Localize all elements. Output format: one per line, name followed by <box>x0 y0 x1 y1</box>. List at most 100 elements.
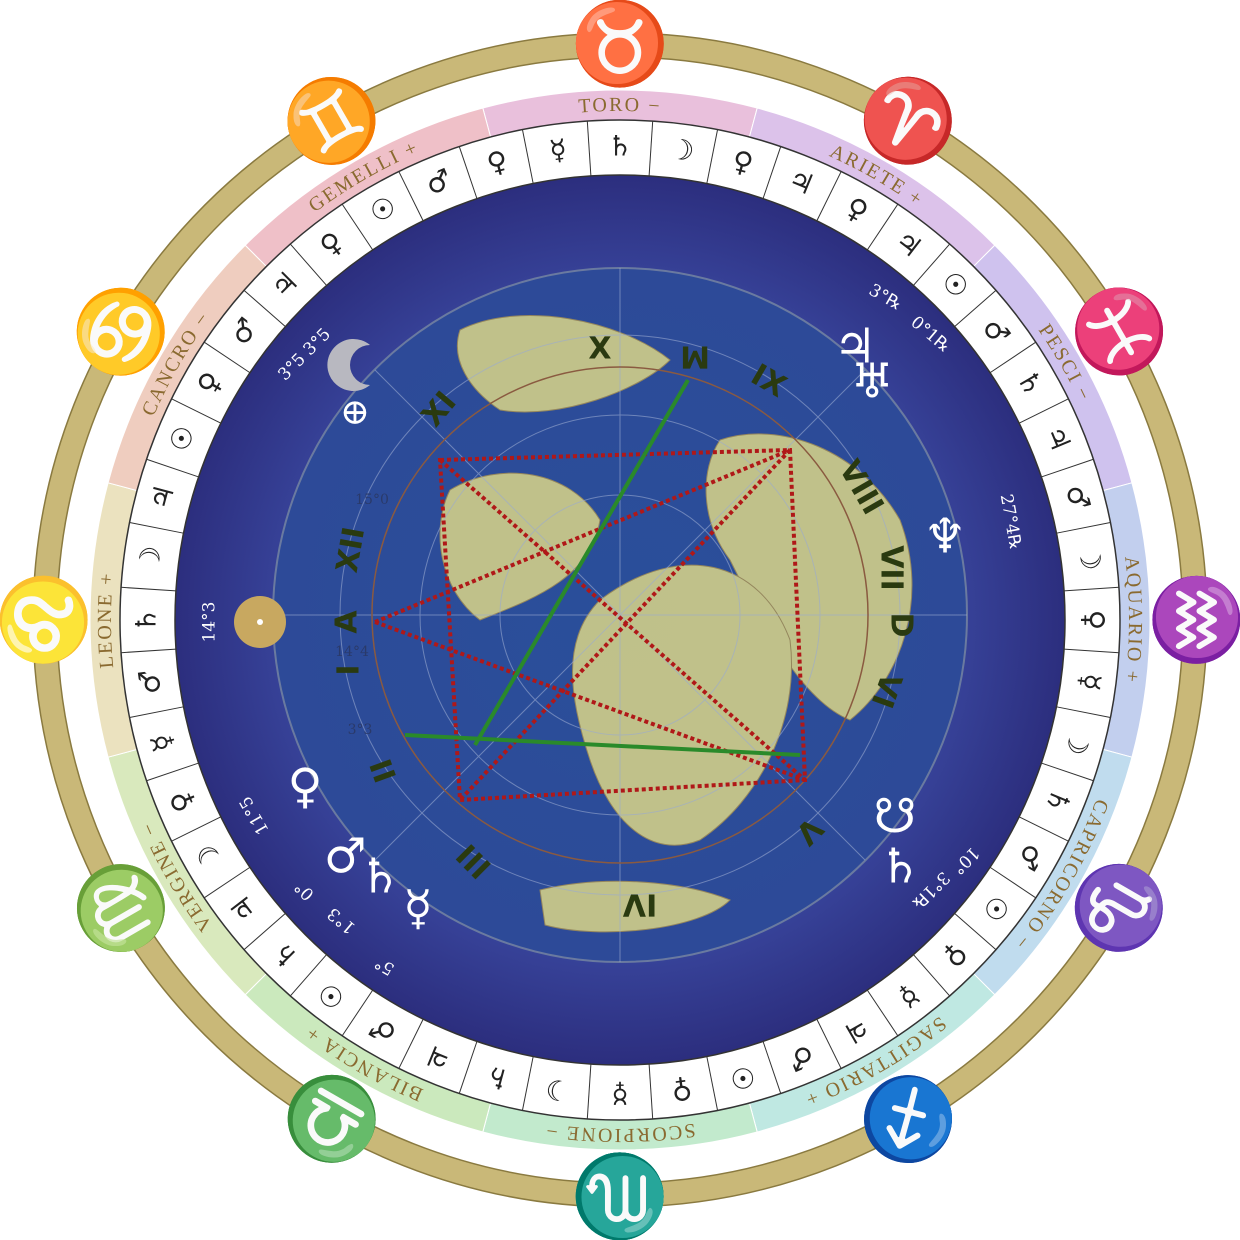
decan-divider <box>1041 458 1094 478</box>
decan-divider <box>954 289 997 327</box>
decan-divider <box>586 1064 592 1119</box>
sign-name-path: TORO − <box>578 94 661 118</box>
planet-glyph: ♆ <box>923 509 966 565</box>
planet-glyph: ☿ <box>403 881 432 937</box>
moon-crescent <box>327 339 370 391</box>
decan-divider <box>243 289 286 327</box>
decan-divider <box>203 866 251 899</box>
house-label: I <box>332 664 367 675</box>
aspect-line <box>374 620 806 782</box>
decan-divider <box>398 1018 424 1069</box>
degree-label: 15°0 <box>355 492 389 508</box>
decan-divider <box>243 913 286 951</box>
decan-divider <box>762 1041 782 1094</box>
decan-glyph: ☿ <box>547 133 568 168</box>
zodiac-glyph: ♌ <box>0 570 90 670</box>
planet-glyph: ♄ <box>358 849 401 905</box>
decan-divider <box>458 1041 478 1094</box>
degree-label: 14°4 <box>335 644 369 660</box>
continent <box>439 472 601 621</box>
house-label: A <box>330 610 365 634</box>
decan-glyph: ♂ <box>132 667 168 696</box>
degree-label: 3°3 <box>348 722 373 738</box>
decan-divider <box>954 913 997 951</box>
sign-name: LEONE + <box>94 571 118 669</box>
decan-glyph: ☿ <box>1072 671 1107 692</box>
zodiac-glyph: ♏ <box>570 1150 670 1240</box>
planet-glyph: ⊕ <box>340 392 370 433</box>
house-label: X <box>588 332 611 367</box>
planet-glyph: ♃ <box>833 319 876 375</box>
zodiac-glyph: ♉ <box>570 0 670 90</box>
sun-dot <box>257 619 263 625</box>
aspect-line <box>438 458 807 782</box>
aspect-line <box>374 448 791 624</box>
gold-ring-edge <box>32 32 1208 1208</box>
green-lines <box>404 378 801 757</box>
continent <box>539 880 731 933</box>
planet-glyph: ♀ <box>287 759 322 815</box>
decan-glyph: ☽ <box>544 1072 573 1108</box>
decan-divider <box>762 146 782 199</box>
decan-divider <box>341 203 374 251</box>
continents <box>439 315 913 933</box>
decan-divider <box>586 121 592 176</box>
green-line <box>473 378 690 747</box>
decan-divider <box>289 243 327 286</box>
decan-divider <box>398 171 424 222</box>
decan-divider <box>203 341 251 374</box>
decan-divider <box>816 1018 842 1069</box>
decan-divider <box>289 954 327 997</box>
sign-name-path: AQUARIO + <box>1120 555 1144 685</box>
decan-divider <box>816 171 842 222</box>
decan-divider <box>1018 398 1069 424</box>
sign-name: TORO − <box>578 94 663 118</box>
green-line <box>404 733 801 757</box>
decan-divider <box>1056 521 1111 534</box>
gold-ring-edge <box>56 56 1184 1184</box>
decan-divider <box>171 816 222 842</box>
decan-glyph: ☿ <box>611 1078 628 1111</box>
degree-label: 14°3 <box>200 602 220 643</box>
continent <box>572 564 792 846</box>
house-label: XII <box>330 524 372 575</box>
decan-divider <box>706 129 719 184</box>
sign-name: AQUARIO + <box>1120 555 1146 685</box>
decan-glyph: ☽ <box>1072 544 1108 573</box>
decan-divider <box>913 243 951 286</box>
decan-divider <box>121 586 176 592</box>
decan-divider <box>1064 586 1119 592</box>
house-label: D <box>884 613 919 638</box>
decan-divider <box>706 1056 719 1111</box>
decan-glyph: ♀ <box>670 1072 695 1107</box>
house-label: IV <box>622 887 657 922</box>
zodiac-glyph: ♒ <box>1150 570 1240 670</box>
decan-divider <box>171 398 222 424</box>
house-label: VII <box>874 545 909 591</box>
decan-glyph: ☽ <box>132 544 168 573</box>
decan-divider <box>989 341 1037 374</box>
decan-divider <box>866 203 899 251</box>
house-circle <box>371 366 869 864</box>
decan-divider <box>521 1056 534 1111</box>
decan-divider <box>989 866 1037 899</box>
decan-divider <box>146 762 199 782</box>
decan-glyph: ♄ <box>130 607 163 632</box>
decan-divider <box>129 706 184 719</box>
decan-divider <box>1041 762 1094 782</box>
decan-glyph: ♄ <box>607 130 632 163</box>
planet-glyph: ☋ <box>874 789 917 845</box>
decan-glyph: ☽ <box>667 132 696 168</box>
decan-divider <box>1064 648 1119 654</box>
decan-divider <box>129 521 184 534</box>
decan-divider <box>121 648 176 654</box>
decan-glyph: ♀ <box>1078 610 1111 630</box>
planet-glyph: ♅ <box>850 354 893 410</box>
decan-divider <box>1056 706 1111 719</box>
planet-glyph: ♂ <box>323 829 366 885</box>
decan-divider <box>648 1064 654 1119</box>
gold-ring <box>33 33 1207 1207</box>
decan-divider <box>913 954 951 997</box>
decan-divider <box>648 121 654 176</box>
